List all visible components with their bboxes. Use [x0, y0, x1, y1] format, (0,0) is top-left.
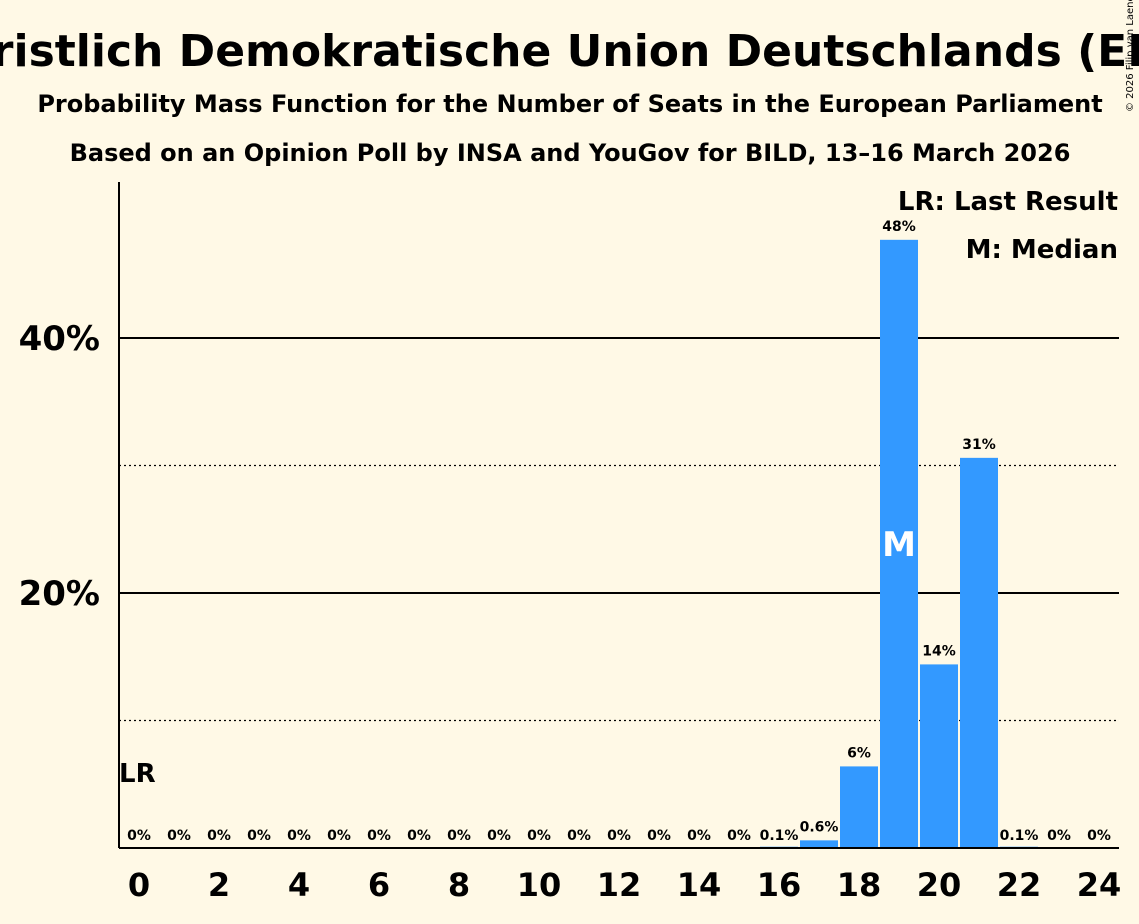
- bar-label-seat-13: 0%: [647, 828, 671, 844]
- x-tick-label-12: 12: [597, 866, 642, 904]
- median-marker: M: [882, 525, 916, 565]
- bar-label-seat-10: 0%: [527, 828, 551, 844]
- bar-label-seat-19: 48%: [882, 219, 916, 235]
- bar-seat-17: [800, 840, 838, 848]
- bar-label-seat-7: 0%: [407, 828, 431, 844]
- bar-label-seat-20: 14%: [922, 643, 956, 659]
- bar-value-labels: 0% 0% 0% 0% 0% 0% 0% 0% 0% 0% 0% 0% 0% 0% 0% 0% 0.1%0.6%…: [127, 219, 1111, 844]
- chart-subtitle-1: Probability Mass Function for the Number…: [37, 90, 1102, 118]
- bars: [760, 239, 1038, 848]
- bar-label-seat-1: 0%: [167, 828, 191, 844]
- bar-label-seat-12: 0%: [607, 828, 631, 844]
- x-tick-labels: 0 2 4 6 8 10 12 14 16 18 20 22 24: [128, 866, 1121, 904]
- x-tick-label-18: 18: [837, 866, 882, 904]
- y-tick-label-20: 20%: [19, 574, 100, 614]
- bar-label-seat-9: 0%: [487, 828, 511, 844]
- copyright-notice: © 2026 Filip van Laenen: [1125, 0, 1136, 112]
- y-tick-label-40: 40%: [19, 319, 100, 359]
- bar-label-seat-2: 0%: [207, 828, 231, 844]
- x-tick-label-2: 2: [208, 866, 230, 904]
- chart-subtitle-2: Based on an Opinion Poll by INSA and You…: [70, 139, 1071, 167]
- gridlines: [119, 337, 1119, 722]
- x-tick-label-10: 10: [517, 866, 562, 904]
- x-tick-label-14: 14: [677, 866, 722, 904]
- x-tick-label-16: 16: [757, 866, 802, 904]
- chart-title: Christlich Demokratische Union Deutschla…: [0, 26, 1139, 77]
- legend-last-result: LR: Last Result: [898, 187, 1118, 217]
- bar-label-seat-24: 0%: [1087, 828, 1111, 844]
- bar-label-seat-22: 0.1%: [1000, 828, 1039, 844]
- bar-seat-18: [840, 766, 878, 848]
- bar-seat-19: [880, 239, 918, 848]
- x-tick-label-0: 0: [128, 866, 150, 904]
- bar-label-seat-11: 0%: [567, 828, 591, 844]
- bar-label-seat-21: 31%: [962, 437, 996, 453]
- bar-label-seat-8: 0%: [447, 828, 471, 844]
- x-tick-label-4: 4: [288, 866, 310, 904]
- x-tick-label-20: 20: [917, 866, 962, 904]
- bar-seat-20: [920, 664, 958, 848]
- x-tick-label-24: 24: [1077, 866, 1122, 904]
- x-tick-label-6: 6: [368, 866, 390, 904]
- bar-label-seat-18: 6%: [847, 745, 871, 761]
- bar-label-seat-16: 0.1%: [760, 828, 799, 844]
- bar-label-seat-0: 0%: [127, 828, 151, 844]
- bar-label-seat-3: 0%: [247, 828, 271, 844]
- bar-label-seat-6: 0%: [367, 828, 391, 844]
- bar-label-seat-15: 0%: [727, 828, 751, 844]
- x-tick-label-8: 8: [448, 866, 470, 904]
- bar-label-seat-4: 0%: [287, 828, 311, 844]
- y-tick-labels: 20% 40%: [19, 319, 100, 614]
- bar-label-seat-14: 0%: [687, 828, 711, 844]
- legend-median: M: Median: [966, 235, 1118, 265]
- bar-label-seat-17: 0.6%: [800, 819, 839, 835]
- bar-seat-21: [960, 457, 998, 848]
- x-tick-label-22: 22: [997, 866, 1042, 904]
- bar-label-seat-23: 0%: [1047, 828, 1071, 844]
- bar-label-seat-5: 0%: [327, 828, 351, 844]
- last-result-marker: LR: [119, 759, 156, 789]
